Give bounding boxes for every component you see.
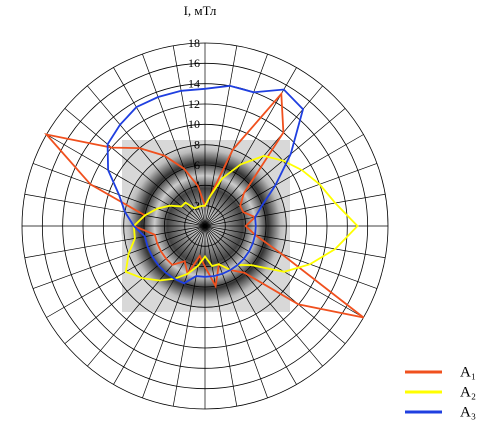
r-tick-label: 16 [188, 56, 200, 70]
r-tick-label: 2 [194, 198, 200, 212]
legend-label: A₃ [460, 404, 476, 420]
r-tick-label: 14 [188, 76, 200, 90]
r-tick-label: 6 [194, 158, 200, 172]
chart-title: I, мТл [184, 3, 217, 18]
chart: 24681012141618 I, мТл A₁A₂A₃ [0, 0, 483, 429]
r-tick-label: 18 [188, 36, 200, 50]
r-tick-label: 12 [188, 97, 200, 111]
legend-label: A₁ [460, 364, 476, 380]
r-tick-label: 8 [194, 137, 200, 151]
legend-label: A₂ [460, 384, 476, 400]
r-tick-label: 10 [188, 117, 200, 131]
